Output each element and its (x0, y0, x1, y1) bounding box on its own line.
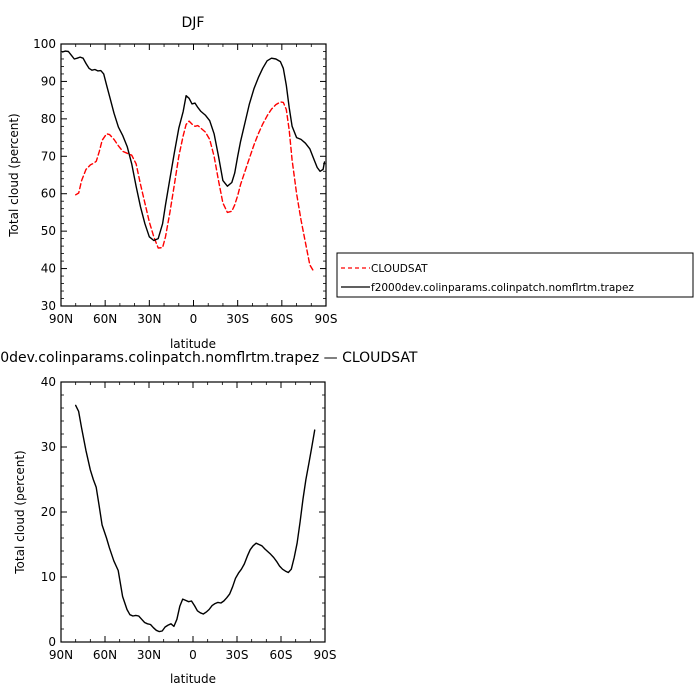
y-tick-label: 50 (41, 224, 56, 238)
y-tick-label: 40 (41, 375, 56, 389)
x-tick-label: 30N (137, 648, 161, 662)
bottom-panel-title: f2000dev.colinparams.colinpatch.nomflrtm… (0, 350, 418, 366)
x-tick-label: 90S (315, 312, 338, 326)
x-tick-label: 0 (190, 312, 198, 326)
bottom-panel-y-label: Total cloud (percent) (13, 450, 27, 574)
legend-label-cloudsat: CLOUDSAT (371, 263, 428, 275)
x-tick-label: 60N (93, 312, 117, 326)
top-panel-legend: CLOUDSAT f2000dev.colinparams.colinpatch… (336, 252, 694, 298)
x-tick-label: 90S (314, 648, 337, 662)
x-tick-label: 0 (189, 648, 197, 662)
top-panel-ticks: 90N 60N 30N 0 30S 60S 90S 30 40 50 60 70 80 90 100 (33, 37, 337, 326)
top-panel-lines (61, 50, 326, 273)
x-tick-label: 30N (137, 312, 161, 326)
y-tick-label: 10 (41, 570, 56, 584)
x-tick-label: 30S (226, 312, 249, 326)
legend-frame (336, 252, 694, 298)
y-tick-label: 80 (41, 112, 56, 126)
y-tick-label: 100 (33, 37, 56, 51)
bottom-panel: f2000dev.colinparams.colinpatch.nomflrtm… (0, 350, 418, 686)
y-tick-label: 70 (41, 149, 56, 163)
legend-label-model: f2000dev.colinparams.colinpatch.nomflrtm… (371, 282, 634, 294)
x-tick-label: 60S (270, 312, 293, 326)
top-panel: DJF latitude Total cloud (percent) 90N 60… (7, 15, 337, 351)
y-tick-label: 30 (41, 440, 56, 454)
bottom-panel-frame (60, 381, 326, 643)
y-tick-label: 90 (41, 74, 56, 88)
x-tick-label: 60N (93, 648, 117, 662)
top-panel-title: DJF (182, 15, 205, 31)
y-tick-label: 20 (41, 505, 56, 519)
bottom-panel-ticks: 90N 60N 30N 0 30S 60S 90S 0 10 20 30 40 (41, 375, 337, 662)
bottom-panel-x-label: latitude (170, 672, 216, 686)
bottom-panel-lines (74, 404, 316, 633)
x-tick-label: 30S (226, 648, 249, 662)
series-line-cloudsat (74, 101, 315, 273)
x-tick-label: 90N (49, 312, 73, 326)
y-tick-label: 40 (41, 262, 56, 276)
x-tick-label: 60S (270, 648, 293, 662)
y-tick-label: 0 (48, 635, 56, 649)
y-tick-label: 60 (41, 187, 56, 201)
top-panel-frame (60, 43, 327, 307)
x-tick-label: 90N (49, 648, 73, 662)
top-panel-y-label: Total cloud (percent) (7, 113, 21, 237)
series-line-model-difference (74, 404, 316, 633)
y-tick-label: 30 (41, 299, 56, 313)
series-line-model (61, 50, 326, 242)
top-panel-x-label: latitude (170, 337, 216, 351)
